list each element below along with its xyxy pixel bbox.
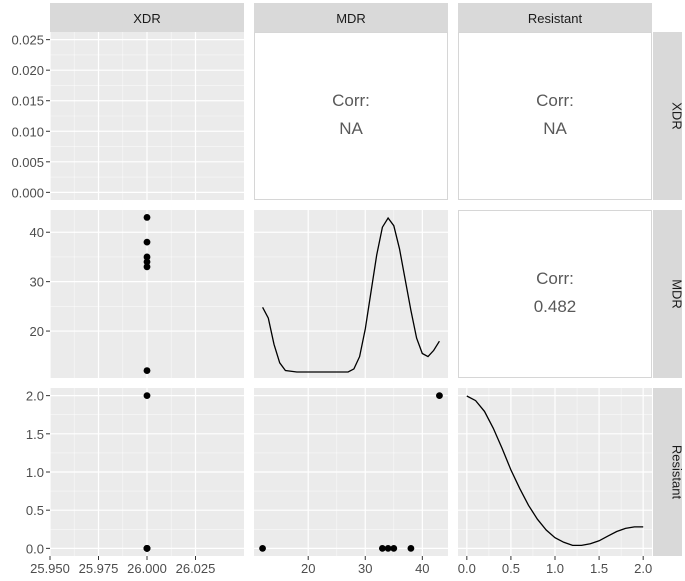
panel-grid-mdr-xdr xyxy=(49,210,244,378)
x-tick-label-resistant: 0.0 xyxy=(458,561,476,576)
y-tick-label-resistant: 1.5 xyxy=(26,427,44,442)
corr-label: Corr: xyxy=(536,269,574,288)
x-tick-label-mdr: 30 xyxy=(358,561,372,576)
panel-grid-mdr-mdr xyxy=(254,210,448,378)
point-mdr-vs-xdr-4 xyxy=(143,263,151,271)
density-line-mdr xyxy=(262,216,440,373)
x-tick-label-resistant: 0.5 xyxy=(502,561,520,576)
y-tick-label-xdr: 0.010 xyxy=(11,124,44,139)
strip-label-right-mdr: MDR xyxy=(670,279,685,309)
point-mdr-vs-xdr-2 xyxy=(143,253,151,261)
corr-label: Corr: xyxy=(536,91,574,110)
x-tick-label-resistant: 1.5 xyxy=(590,561,608,576)
x-tick-label-xdr: 25.975 xyxy=(79,561,119,576)
point-resistant-vs-mdr-1 xyxy=(407,544,415,552)
y-tick-label-xdr: 0.025 xyxy=(11,33,44,48)
corr-label: Corr: xyxy=(332,91,370,110)
panel-xdr-mdr xyxy=(254,32,448,200)
corr-value-mdr-resistant: 0.482 xyxy=(534,297,577,316)
density-line-resistant xyxy=(466,395,644,547)
point-mdr-vs-xdr-0 xyxy=(143,214,151,221)
y-tick-label-xdr: 0.020 xyxy=(11,63,44,78)
y-tick-label-resistant: 1.0 xyxy=(26,465,44,480)
strip-right-mdr xyxy=(653,210,682,378)
panel-mdr-resistant xyxy=(458,210,652,378)
x-tick-label-resistant: 1.0 xyxy=(546,561,564,576)
y-tick-label-xdr: 0.000 xyxy=(11,185,44,200)
y-tick-label-mdr: 40 xyxy=(30,225,44,240)
strip-label-top-mdr: MDR xyxy=(336,11,366,26)
point-mdr-vs-xdr-5 xyxy=(143,367,151,374)
y-tick-label-resistant: 0.0 xyxy=(26,541,44,556)
point-resistant-vs-xdr-0 xyxy=(143,392,151,400)
panel-xdr-resistant xyxy=(458,32,652,200)
point-resistant-vs-mdr-3 xyxy=(384,544,392,552)
corr-value-xdr-mdr: NA xyxy=(339,119,363,138)
x-tick-label-mdr: 40 xyxy=(415,561,429,576)
strip-top-xdr xyxy=(50,3,244,32)
x-tick-label-resistant: 2.0 xyxy=(634,561,652,576)
x-tick-label-xdr: 25.950 xyxy=(30,561,70,576)
x-tick-label-xdr: 26.025 xyxy=(176,561,216,576)
strip-label-right-xdr: XDR xyxy=(670,102,685,129)
y-tick-label-resistant: 0.5 xyxy=(26,503,44,518)
panel-grid-resistant-mdr xyxy=(254,388,448,556)
y-tick-label-mdr: 30 xyxy=(30,275,44,290)
strip-label-top-resistant: Resistant xyxy=(528,11,583,26)
panel-grid-resistant-resistant xyxy=(458,388,652,556)
y-tick-label-xdr: 0.005 xyxy=(11,155,44,170)
panel-grid-xdr-xdr xyxy=(49,32,244,200)
strip-label-top-xdr: XDR xyxy=(133,11,160,26)
point-resistant-vs-mdr-0 xyxy=(436,392,443,400)
strip-top-mdr xyxy=(254,3,448,32)
y-tick-label-resistant: 2.0 xyxy=(26,389,44,404)
x-tick-label-xdr: 26.000 xyxy=(127,561,167,576)
strip-right-xdr xyxy=(653,32,682,200)
corr-value-xdr-resistant: NA xyxy=(543,119,567,138)
strip-top-resistant xyxy=(458,3,652,32)
y-tick-label-mdr: 20 xyxy=(30,324,44,339)
point-resistant-vs-mdr-5 xyxy=(259,544,266,552)
point-resistant-vs-mdr-4 xyxy=(378,544,386,552)
panel-mdr-mdr xyxy=(254,210,448,378)
strip-right-resistant xyxy=(653,388,682,556)
point-resistant-vs-xdr-5 xyxy=(143,544,151,552)
point-resistant-vs-mdr-2 xyxy=(390,544,398,552)
strip-label-right-resistant: Resistant xyxy=(670,445,685,500)
x-tick-label-mdr: 20 xyxy=(301,561,315,576)
y-tick-label-xdr: 0.015 xyxy=(11,94,44,109)
point-mdr-vs-xdr-3 xyxy=(143,258,151,266)
point-mdr-vs-xdr-1 xyxy=(143,238,151,246)
